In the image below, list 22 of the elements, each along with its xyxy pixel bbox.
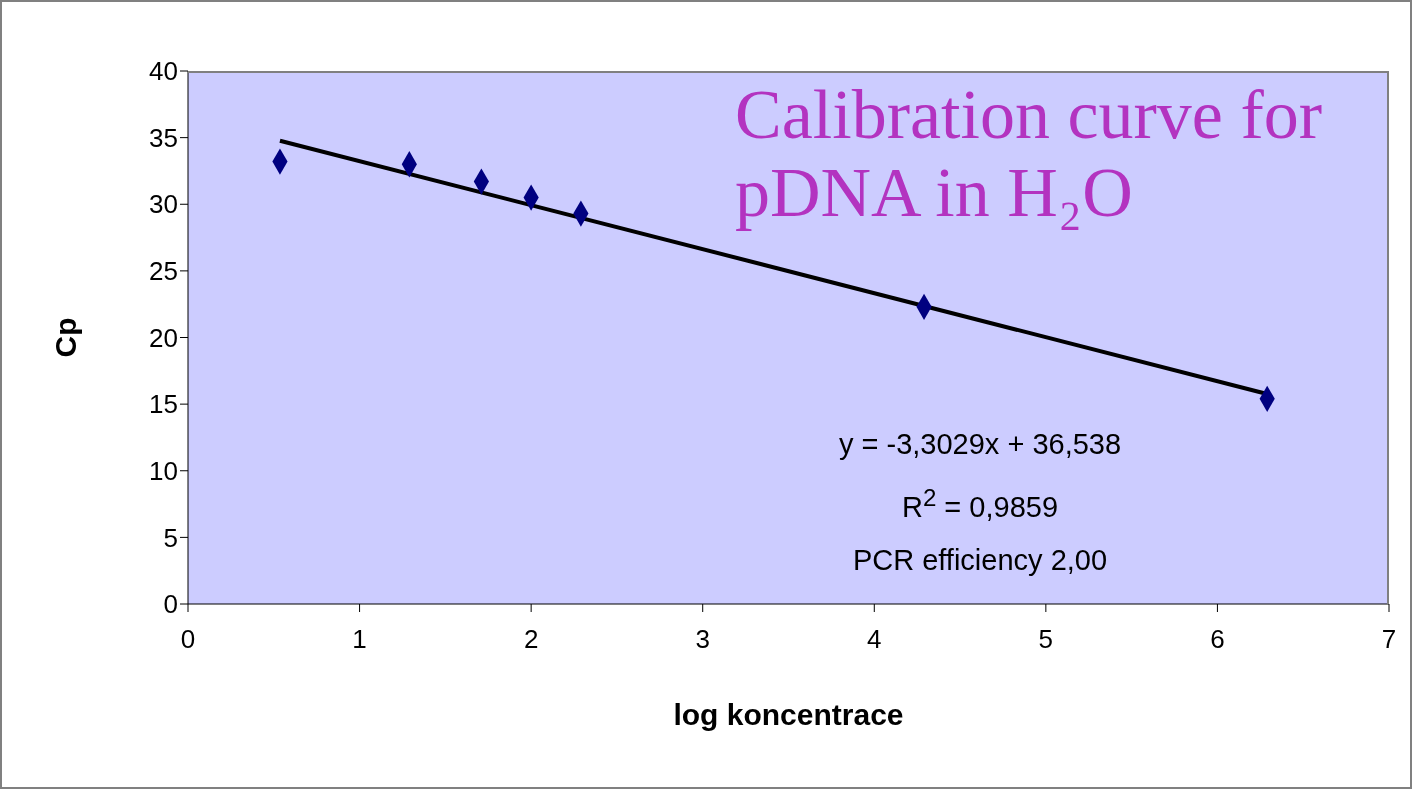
annotation: PCR efficiency 2,00 — [851, 542, 1109, 578]
x-tick-label: 7 — [1381, 624, 1397, 655]
annotation: y = -3,3029x + 36,538 — [837, 427, 1123, 462]
x-tick-label: 4 — [867, 624, 882, 655]
y-tick-label: 25 — [149, 256, 178, 287]
y-tick-label: 30 — [149, 189, 178, 220]
x-tick-label: 6 — [1210, 624, 1225, 655]
y-tick-label: 0 — [163, 589, 178, 620]
text: Calibration curve for pDNA in H₂O — [735, 76, 1323, 232]
y-axis-title: Cp — [48, 317, 82, 358]
y-tick-label: 10 — [149, 455, 178, 486]
y-tick-label: 35 — [149, 122, 178, 153]
x-tick-label: 5 — [1038, 624, 1054, 655]
x-axis-title: log koncentrace — [673, 698, 904, 732]
x-tick-label: 1 — [352, 624, 367, 655]
y-tick-label: 15 — [149, 389, 178, 420]
x-tick-label: 2 — [523, 624, 539, 655]
annotation: R$^{2}$ = 0,9859 — [900, 483, 1060, 525]
y-tick-label: 40 — [149, 56, 178, 87]
x-tick-label: 3 — [695, 624, 710, 655]
y-tick-label: 5 — [163, 522, 178, 553]
y-tick-label: 20 — [149, 322, 178, 353]
